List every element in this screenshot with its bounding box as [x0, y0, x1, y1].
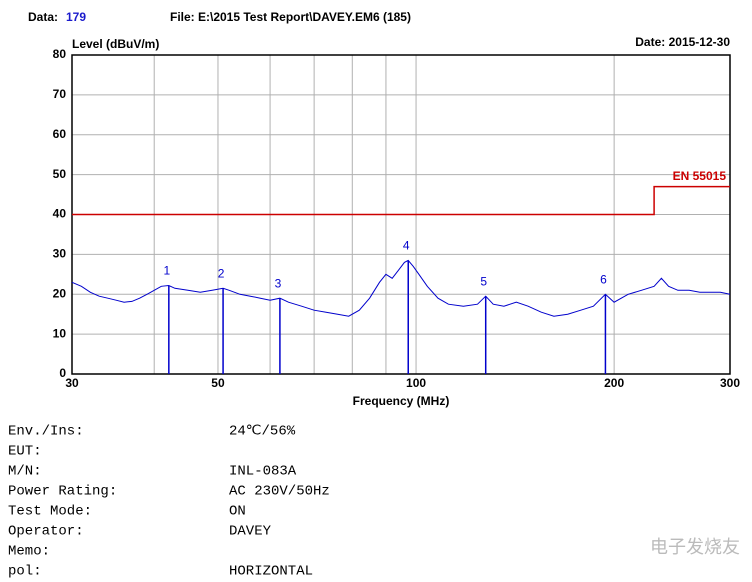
info-value: AC 230V/50Hz — [229, 484, 330, 500]
x-tick-label: 50 — [211, 376, 225, 390]
y-tick-label: 0 — [59, 366, 66, 380]
info-label: Operator: — [8, 524, 84, 540]
y-tick-label: 70 — [53, 87, 67, 101]
info-label: Env./Ins: — [8, 424, 84, 440]
data-value: 179 — [66, 10, 86, 24]
x-tick-label: 300 — [720, 376, 740, 390]
marker-label: 3 — [275, 276, 282, 290]
y-tick-label: 40 — [53, 207, 67, 221]
info-value: INL-083A — [229, 464, 297, 480]
marker-label: 6 — [600, 272, 607, 286]
date: Date: 2015-12-30 — [635, 35, 730, 49]
y-tick-label: 20 — [53, 286, 67, 300]
y-axis-label: Level (dBuV/m) — [72, 37, 159, 51]
x-tick-label: 30 — [65, 376, 79, 390]
info-label: Power Rating: — [8, 484, 117, 500]
series-line — [72, 185, 730, 216]
data-label: Data: — [28, 10, 58, 24]
info-value: ON — [229, 504, 246, 520]
x-tick-label: 100 — [406, 376, 426, 390]
limit-label: EN 55015 — [673, 169, 727, 183]
info-value: 24℃/56% — [229, 424, 296, 440]
info-label: pol: — [8, 564, 42, 580]
x-axis-label: Frequency (MHz) — [353, 394, 450, 408]
info-label: EUT: — [8, 444, 42, 460]
marker-label: 4 — [403, 239, 410, 253]
marker-label: 2 — [218, 266, 225, 280]
info-value: HORIZONTAL — [229, 564, 313, 580]
x-tick-label: 200 — [604, 376, 624, 390]
series-line — [71, 259, 731, 317]
watermark: 电子发烧友 — [650, 537, 740, 557]
y-tick-label: 30 — [53, 247, 67, 261]
y-tick-label: 50 — [53, 167, 67, 181]
y-tick-label: 10 — [53, 326, 67, 340]
y-tick-label: 80 — [53, 47, 67, 61]
marker-label: 1 — [163, 264, 170, 278]
marker-label: 5 — [480, 274, 487, 288]
y-tick-label: 60 — [53, 127, 67, 141]
info-label: Test Mode: — [8, 504, 92, 520]
info-label: Memo: — [8, 544, 50, 560]
file-name: File: E:\2015 Test Report\DAVEY.EM6 (185… — [170, 10, 411, 24]
info-label: M/N: — [8, 464, 42, 480]
info-value: DAVEY — [229, 524, 272, 540]
